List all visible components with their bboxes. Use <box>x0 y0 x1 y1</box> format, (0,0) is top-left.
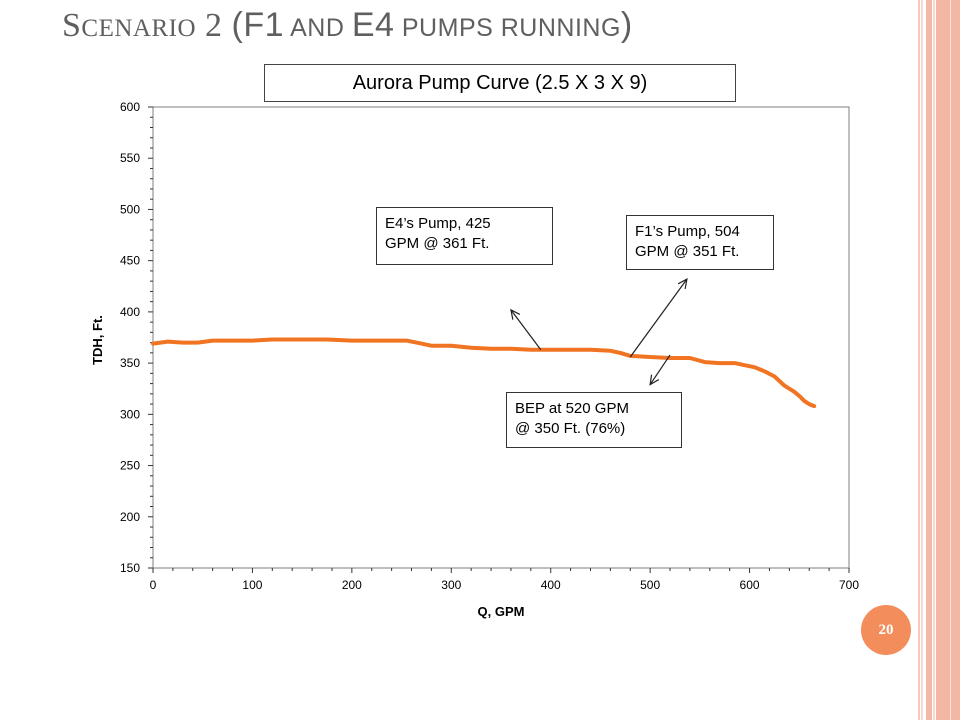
page-number-badge: 20 <box>861 605 911 655</box>
x-tick-label: 300 <box>441 578 461 592</box>
y-tick-label: 300 <box>120 407 140 421</box>
pump-curve-line <box>151 337 817 409</box>
callout-f1-line2: GPM @ 351 Ft. <box>635 243 740 260</box>
arrow-e4 <box>510 308 542 351</box>
x-tick-label: 400 <box>541 578 561 592</box>
decor-stripe <box>926 0 932 720</box>
callout-e4-line1: E4’s Pump, 425 <box>385 215 491 232</box>
callout-bep: BEP at 520 GPM @ 350 Ft. (76%) <box>506 392 682 448</box>
decor-stripe <box>950 0 951 720</box>
arrow-bep <box>649 354 671 386</box>
callout-e4-line2: GPM @ 361 Ft. <box>385 235 490 252</box>
x-tick-label: 100 <box>242 578 262 592</box>
y-tick-label: 600 <box>120 100 140 114</box>
callout-e4-pump: E4’s Pump, 425 GPM @ 361 Ft. <box>376 207 553 265</box>
x-tick-label: 200 <box>342 578 362 592</box>
chart-title: Aurora Pump Curve (2.5 X 3 X 9) <box>264 64 736 102</box>
arrow-f1 <box>629 277 688 358</box>
y-tick-label: 250 <box>120 459 140 473</box>
callout-f1-line1: F1’s Pump, 504 <box>635 223 740 240</box>
y-tick-label: 200 <box>120 510 140 524</box>
callout-bep-line1: BEP at 520 GPM <box>515 400 629 417</box>
x-axis-label: Q, GPM <box>478 604 525 619</box>
x-tick-label: 600 <box>740 578 760 592</box>
slide-title: Scenario 2 (F1 and E4 pumps running) <box>62 6 633 44</box>
decor-stripe <box>936 0 960 720</box>
decor-stripe <box>921 0 923 720</box>
callout-bep-line2: @ 350 Ft. (76%) <box>515 420 626 437</box>
x-tick-label: 700 <box>839 578 859 592</box>
y-axis-label: TDH, Ft. <box>90 315 105 365</box>
decor-stripe <box>918 0 920 720</box>
callout-f1-pump: F1’s Pump, 504 GPM @ 351 Ft. <box>626 215 774 270</box>
decor-stripe <box>933 0 935 720</box>
y-tick-label: 500 <box>120 202 140 216</box>
y-tick-label: 400 <box>120 305 140 319</box>
y-tick-label: 450 <box>120 254 140 268</box>
y-tick-label: 550 <box>120 151 140 165</box>
x-tick-label: 500 <box>640 578 660 592</box>
x-tick-label: 0 <box>150 578 157 592</box>
y-tick-label: 350 <box>120 356 140 370</box>
y-tick-label: 150 <box>120 561 140 575</box>
plot-area <box>152 106 850 569</box>
